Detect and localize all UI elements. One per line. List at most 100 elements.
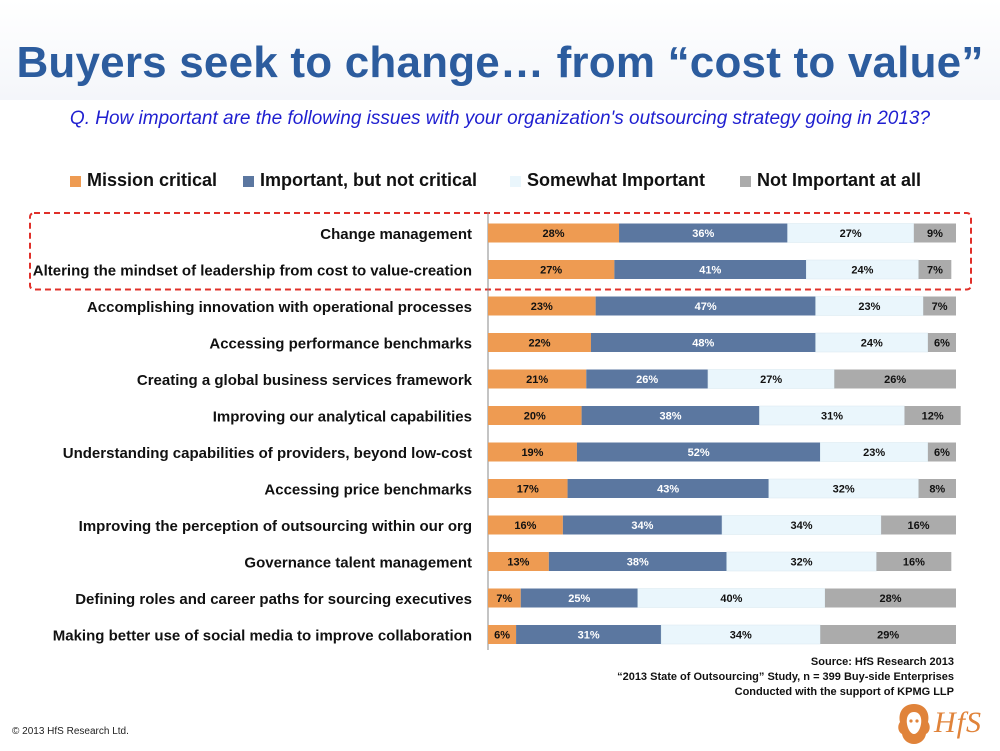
data-label: 28% [543,228,565,240]
data-label: 13% [507,557,529,569]
data-label: 36% [692,228,714,240]
bar-segment [548,552,727,571]
bar-segment [576,442,821,462]
title-band [0,0,1000,100]
logo-text: HfS [934,706,982,739]
legend-swatch-important [243,176,254,187]
data-label: 32% [833,484,855,496]
slide-title: Buyers seek to change… from “cost to val… [16,38,984,87]
bar-segment [913,223,956,243]
category-label: Governance talent management [244,555,472,572]
data-label: 34% [631,520,653,532]
data-label: 17% [517,484,539,496]
data-label: 8% [929,484,945,496]
bar-segment [562,515,722,535]
bar-segment [660,624,821,645]
data-label: 31% [821,411,843,423]
data-label: 38% [627,557,649,569]
bar-segment [586,369,708,389]
data-label: 6% [934,338,950,350]
data-label: 6% [934,447,950,459]
data-label: 16% [903,557,925,569]
data-label: 22% [528,338,550,350]
bar-segment [516,625,662,644]
category-label: Accessing price benchmarks [264,482,472,499]
bar-segment [488,369,587,389]
category-label: Creating a global business services fram… [137,372,473,389]
bar-segment [595,296,816,316]
bar-segment [590,333,816,352]
bar-segment [520,588,638,608]
data-label: 7% [932,301,948,313]
bar-segment [820,625,956,644]
data-label: 19% [521,447,543,459]
data-label: 21% [526,374,548,386]
data-label: 40% [720,593,742,605]
data-label: 27% [840,228,862,240]
highlight-box [29,212,972,291]
legend-label: Somewhat Important [527,170,706,190]
data-label: 7% [496,593,512,605]
legend-label: Not Important at all [757,170,922,190]
legend-label: Important, but not critical [260,170,478,190]
data-label: 23% [531,301,553,313]
bar-segment [923,296,956,316]
lion-head-icon [898,704,930,744]
bar-segment [918,479,956,498]
bar-segment [488,442,577,462]
copyright-text: © 2013 HfS Research Ltd. [12,726,129,737]
category-label: Improving our analytical capabilities [213,409,472,426]
category-label: Accomplishing innovation with operationa… [87,299,472,316]
bar-segment [488,552,549,571]
survey-question: Q. How important are the following issue… [69,108,931,129]
source-note: Source: HfS Research 2013 “2013 State of… [617,655,954,700]
data-label: 27% [540,265,562,277]
bar-segment [488,333,591,352]
bar-segment [488,479,568,498]
bar-segment [488,625,517,644]
bar-segment [488,296,596,316]
data-label: 29% [877,630,899,642]
data-label: 7% [927,265,943,277]
bar-segment [488,588,521,608]
source-line: Source: HfS Research 2013 [810,656,954,668]
category-label: Accessing performance benchmarks [209,336,472,353]
data-label: 26% [884,374,906,386]
bar-segment [876,552,952,571]
source-line: “2013 State of Outsourcing” Study, n = 3… [617,671,954,683]
data-label: 23% [858,301,880,313]
data-label: 16% [514,520,536,532]
data-label: 28% [879,593,901,605]
bar-segment [904,406,961,425]
data-label: 34% [791,520,813,532]
bar-segment [619,223,788,243]
category-label: Understanding capabilities of providers,… [63,445,472,462]
data-label: 12% [922,411,944,423]
data-label: 6% [494,630,510,642]
data-label: 47% [695,301,717,313]
data-label: 16% [908,520,930,532]
data-label: 31% [578,630,600,642]
data-label: 27% [760,374,782,386]
category-label: Defining roles and career paths for sour… [75,591,472,608]
legend-swatch-not-important [740,176,751,187]
bar-segment [488,260,615,279]
chart-legend: Mission critical Important, but not crit… [0,170,1000,192]
data-label: 32% [791,557,813,569]
bar-segment [834,369,956,389]
data-label: 20% [524,411,546,423]
bar-segment [927,442,956,462]
category-label: Altering the mindset of leadership from … [33,263,472,280]
bar-segment [567,479,769,498]
legend-swatch-mission-critical [70,176,81,187]
data-label: 25% [568,593,590,605]
data-label: 24% [861,338,883,350]
category-label: Change management [320,226,472,243]
data-label: 24% [851,265,873,277]
category-label: Improving the perception of outsourcing … [79,518,472,535]
hfs-logo: HfS [894,700,990,746]
data-label: 34% [730,630,752,642]
data-label: 41% [699,265,721,277]
bar-segment [614,260,807,279]
data-label: 26% [636,374,658,386]
